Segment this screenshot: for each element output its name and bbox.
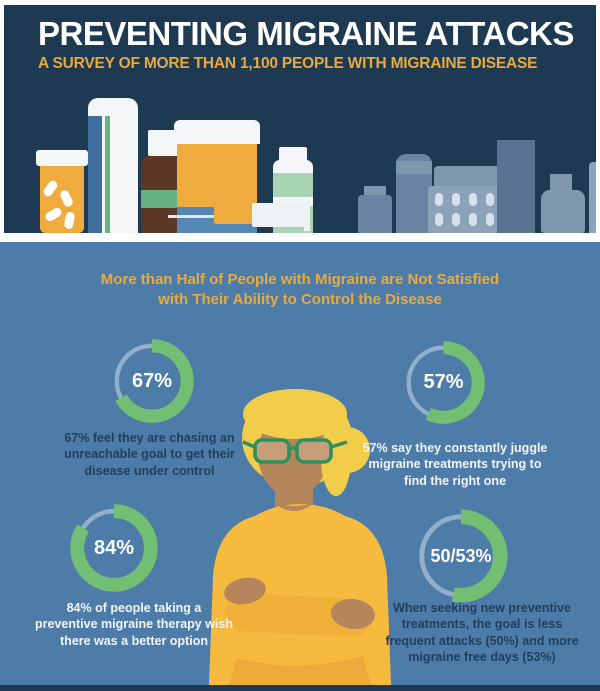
survey-heading: More than Half of People with Migraine a… xyxy=(50,270,550,311)
stat-caption-57: 57% say they constantly juggle migraine … xyxy=(362,441,548,488)
muted-edge-bottle xyxy=(589,162,596,233)
survey-section: More than Half of People with Migraine a… xyxy=(0,242,600,685)
pill-icon xyxy=(41,178,60,199)
pill-bottle-body xyxy=(40,166,84,233)
capsule-icon xyxy=(486,213,494,226)
pill-icon xyxy=(63,211,76,230)
donut-chart-50-53: 50/53% xyxy=(412,507,510,605)
capsule-icon xyxy=(469,193,477,206)
donut-chart-67: 67% xyxy=(108,337,196,425)
donut-value: 67% xyxy=(131,369,173,392)
stat-caption-84: 84% of people taking a preventive migrai… xyxy=(35,601,233,648)
page-subtitle: A SURVEY OF MORE THAN 1,100 PEOPLE WITH … xyxy=(38,55,538,72)
muted-canister-band xyxy=(396,161,432,174)
survey-heading-line1: More than Half of People with Migraine a… xyxy=(100,271,500,288)
donut-value: 50/53% xyxy=(430,545,492,566)
section-divider xyxy=(0,233,600,242)
hand-left xyxy=(224,577,266,605)
stat-caption-50-53: When seeking new preventive treatments, … xyxy=(385,601,579,664)
neckline-shape xyxy=(273,502,315,511)
capsule-icon xyxy=(452,193,460,206)
woman-illustration xyxy=(209,389,391,685)
header-section: PREVENTING MIGRAINE ATTACKS A SURVEY OF … xyxy=(4,5,596,233)
donut-chart-57: 57% xyxy=(400,339,487,426)
capsule-icon xyxy=(435,193,443,206)
capsule-icon xyxy=(452,213,460,226)
striped-canister-icon xyxy=(88,98,138,233)
donut-chart-84: 84% xyxy=(68,502,160,594)
donut-value: 57% xyxy=(423,371,464,393)
hand-right xyxy=(331,598,375,630)
hair-fringe xyxy=(243,389,347,439)
hair-side xyxy=(321,420,351,496)
pill-bottle-icon xyxy=(36,150,88,166)
medicine-jar-lid xyxy=(174,120,260,144)
syringe-icon xyxy=(214,206,252,224)
donut-value: 84% xyxy=(93,536,135,559)
green-bottle-label xyxy=(273,197,313,206)
muted-jar-cap xyxy=(364,186,386,196)
green-bottle-cap xyxy=(279,147,307,161)
muted-canister-icon xyxy=(396,154,432,233)
pill-icon xyxy=(58,188,75,209)
canister-blue-stripe xyxy=(88,116,102,233)
syringe-needle xyxy=(168,215,216,218)
syringe-barrel xyxy=(252,203,306,227)
canister-green-stripe xyxy=(105,116,110,233)
glasses-icon xyxy=(242,438,348,464)
skirt-shade xyxy=(229,656,371,685)
muted-tall-box-icon xyxy=(497,140,535,233)
syringe-flange xyxy=(304,198,310,231)
pill-icon xyxy=(43,206,64,223)
capsule-icon xyxy=(435,213,443,226)
survey-heading-line2: with Their Ability to Control the Diseas… xyxy=(158,291,442,309)
blister-pack-icon xyxy=(428,186,498,233)
muted-bottle-icon xyxy=(541,190,585,233)
page-title: PREVENTING MIGRAINE ATTACKS xyxy=(38,15,574,52)
green-bottle-shoulder xyxy=(273,160,313,174)
stat-caption-67: 67% feel they are chasing an unreachable… xyxy=(64,431,235,478)
footer-bar xyxy=(0,685,600,691)
muted-jar-icon xyxy=(358,195,392,233)
capsule-icon xyxy=(486,193,494,206)
capsule-icon xyxy=(469,213,477,226)
arm-lower xyxy=(225,593,371,637)
muted-bottle-cap xyxy=(550,174,572,191)
